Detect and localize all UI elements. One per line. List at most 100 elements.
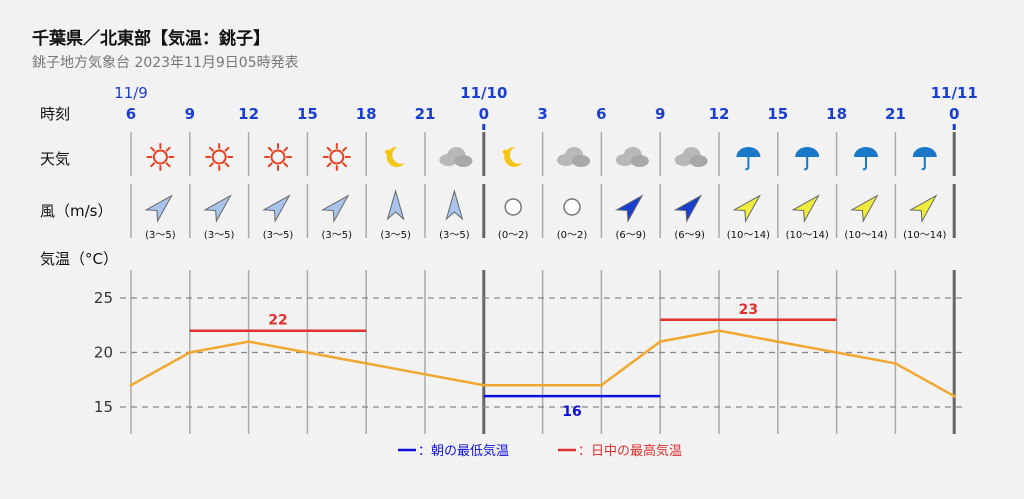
wind-speed-label: (3〜5) — [145, 230, 176, 241]
wind-item: (10〜14) — [727, 194, 770, 241]
sun-ray — [342, 162, 347, 168]
wind-speed-label: (3〜5) — [380, 230, 411, 241]
hour-label: 0 — [949, 105, 959, 123]
umbrella-canopy — [854, 147, 878, 157]
sun-ray — [150, 146, 156, 152]
temp-point — [129, 383, 133, 387]
sun-icon — [146, 143, 175, 171]
y-tick-label: 20 — [94, 344, 113, 362]
cloud-icon — [439, 147, 473, 167]
date-label: 11/10 — [460, 84, 507, 102]
temp-point — [305, 351, 309, 354]
hour-label: 6 — [126, 105, 136, 123]
legend-min-label: ：朝の最低気温 — [418, 443, 509, 459]
umbrella-handle — [803, 157, 809, 171]
umbrella-handle — [745, 157, 750, 171]
sun-ray — [150, 162, 156, 168]
page-title: 千葉県／北東部【気温：銚子】 — [32, 28, 270, 49]
sun-ray — [224, 162, 230, 168]
wind-arrow-icon — [144, 194, 174, 223]
wind-item: (3〜5) — [144, 194, 176, 241]
y-tick-label: 25 — [94, 289, 113, 307]
cloud-puff — [689, 155, 708, 167]
umbrella-handle — [862, 157, 867, 171]
umbrella-icon — [854, 147, 878, 171]
cloud-icon — [674, 147, 708, 167]
page-subtitle: 銚子地方気象台 2023年11月9日05時発表 — [32, 55, 299, 71]
hour-label: 6 — [596, 105, 606, 123]
moon-shape — [386, 146, 405, 167]
wind-arrow-icon — [673, 194, 703, 223]
wind-arrow-icon — [908, 194, 938, 223]
wind-speed-label: (0〜2) — [498, 230, 529, 241]
cloud-puff — [454, 155, 473, 167]
temp-point — [247, 340, 251, 344]
temp-point — [835, 351, 839, 354]
legend-max-label: ：日中の最高気温 — [578, 443, 682, 459]
wind-speed-label: (6〜9) — [616, 230, 647, 241]
temp-point — [776, 340, 780, 344]
wind-item: (3〜5) — [262, 194, 293, 241]
wind-item: (3〜5) — [380, 189, 411, 241]
sun-ray — [224, 146, 230, 152]
umbrella-icon — [795, 147, 820, 171]
wind-speed-label: (3〜5) — [204, 230, 235, 241]
umbrella-canopy — [912, 147, 937, 157]
max-temp-label: 23 — [739, 302, 758, 318]
wind-arrow-icon — [262, 194, 291, 223]
star-dot — [385, 149, 391, 155]
wind-item: (0〜2) — [557, 198, 587, 241]
min-temp-label: 16 — [562, 404, 581, 420]
temp-point — [423, 372, 427, 376]
hour-label: 12 — [709, 105, 730, 123]
hour-label: 15 — [767, 105, 788, 123]
moon-icon — [385, 146, 405, 167]
sun-disc — [152, 149, 168, 165]
date-label: 11/9 — [114, 84, 148, 102]
wind-item: (10〜14) — [844, 194, 888, 241]
sun-ray — [283, 162, 289, 168]
cloud-puff — [572, 155, 590, 167]
wind-arrow-icon — [320, 194, 350, 223]
wind-item: (3〜5) — [203, 194, 235, 241]
wind-item: (6〜9) — [614, 194, 647, 241]
cloud-icon — [615, 147, 649, 167]
max-temp-label: 22 — [268, 313, 287, 329]
temp-point — [893, 361, 897, 365]
temp-point — [717, 329, 721, 333]
wind-item: (10〜14) — [903, 194, 947, 241]
wind-arrow-icon — [850, 194, 879, 223]
wind-speed-label: (10〜14) — [844, 230, 887, 241]
wind-item: (3〜5) — [439, 189, 470, 241]
sun-ray — [342, 146, 347, 152]
row-label-temp: 気温（°C） — [40, 250, 118, 268]
temp-point — [541, 383, 545, 387]
sun-ray — [326, 162, 332, 168]
hour-label: 15 — [297, 105, 318, 123]
wind-arrow-icon — [732, 194, 762, 223]
hour-label: 21 — [885, 105, 906, 123]
sun-ray — [267, 146, 273, 152]
wind-speed-label: (6〜9) — [674, 230, 705, 241]
moon-shape — [504, 146, 523, 167]
umbrella-canopy — [795, 147, 820, 157]
temp-point — [188, 351, 192, 354]
sun-icon — [322, 143, 351, 171]
wind-item: (10〜14) — [786, 194, 829, 241]
umbrella-icon — [736, 147, 761, 171]
temp-point — [599, 383, 603, 387]
sun-ray — [283, 146, 289, 152]
hour-label: 0 — [479, 105, 489, 123]
temp-point — [482, 383, 486, 387]
row-label-weather: 天気 — [40, 150, 70, 168]
row-label-time: 時刻 — [40, 105, 70, 123]
sun-disc — [329, 149, 345, 165]
sun-ray — [165, 162, 171, 168]
moon-icon — [502, 146, 523, 167]
umbrella-handle — [921, 157, 926, 171]
umbrella-canopy — [736, 147, 761, 157]
wind-speed-label: (10〜14) — [786, 230, 829, 241]
hour-label: 9 — [655, 105, 665, 123]
